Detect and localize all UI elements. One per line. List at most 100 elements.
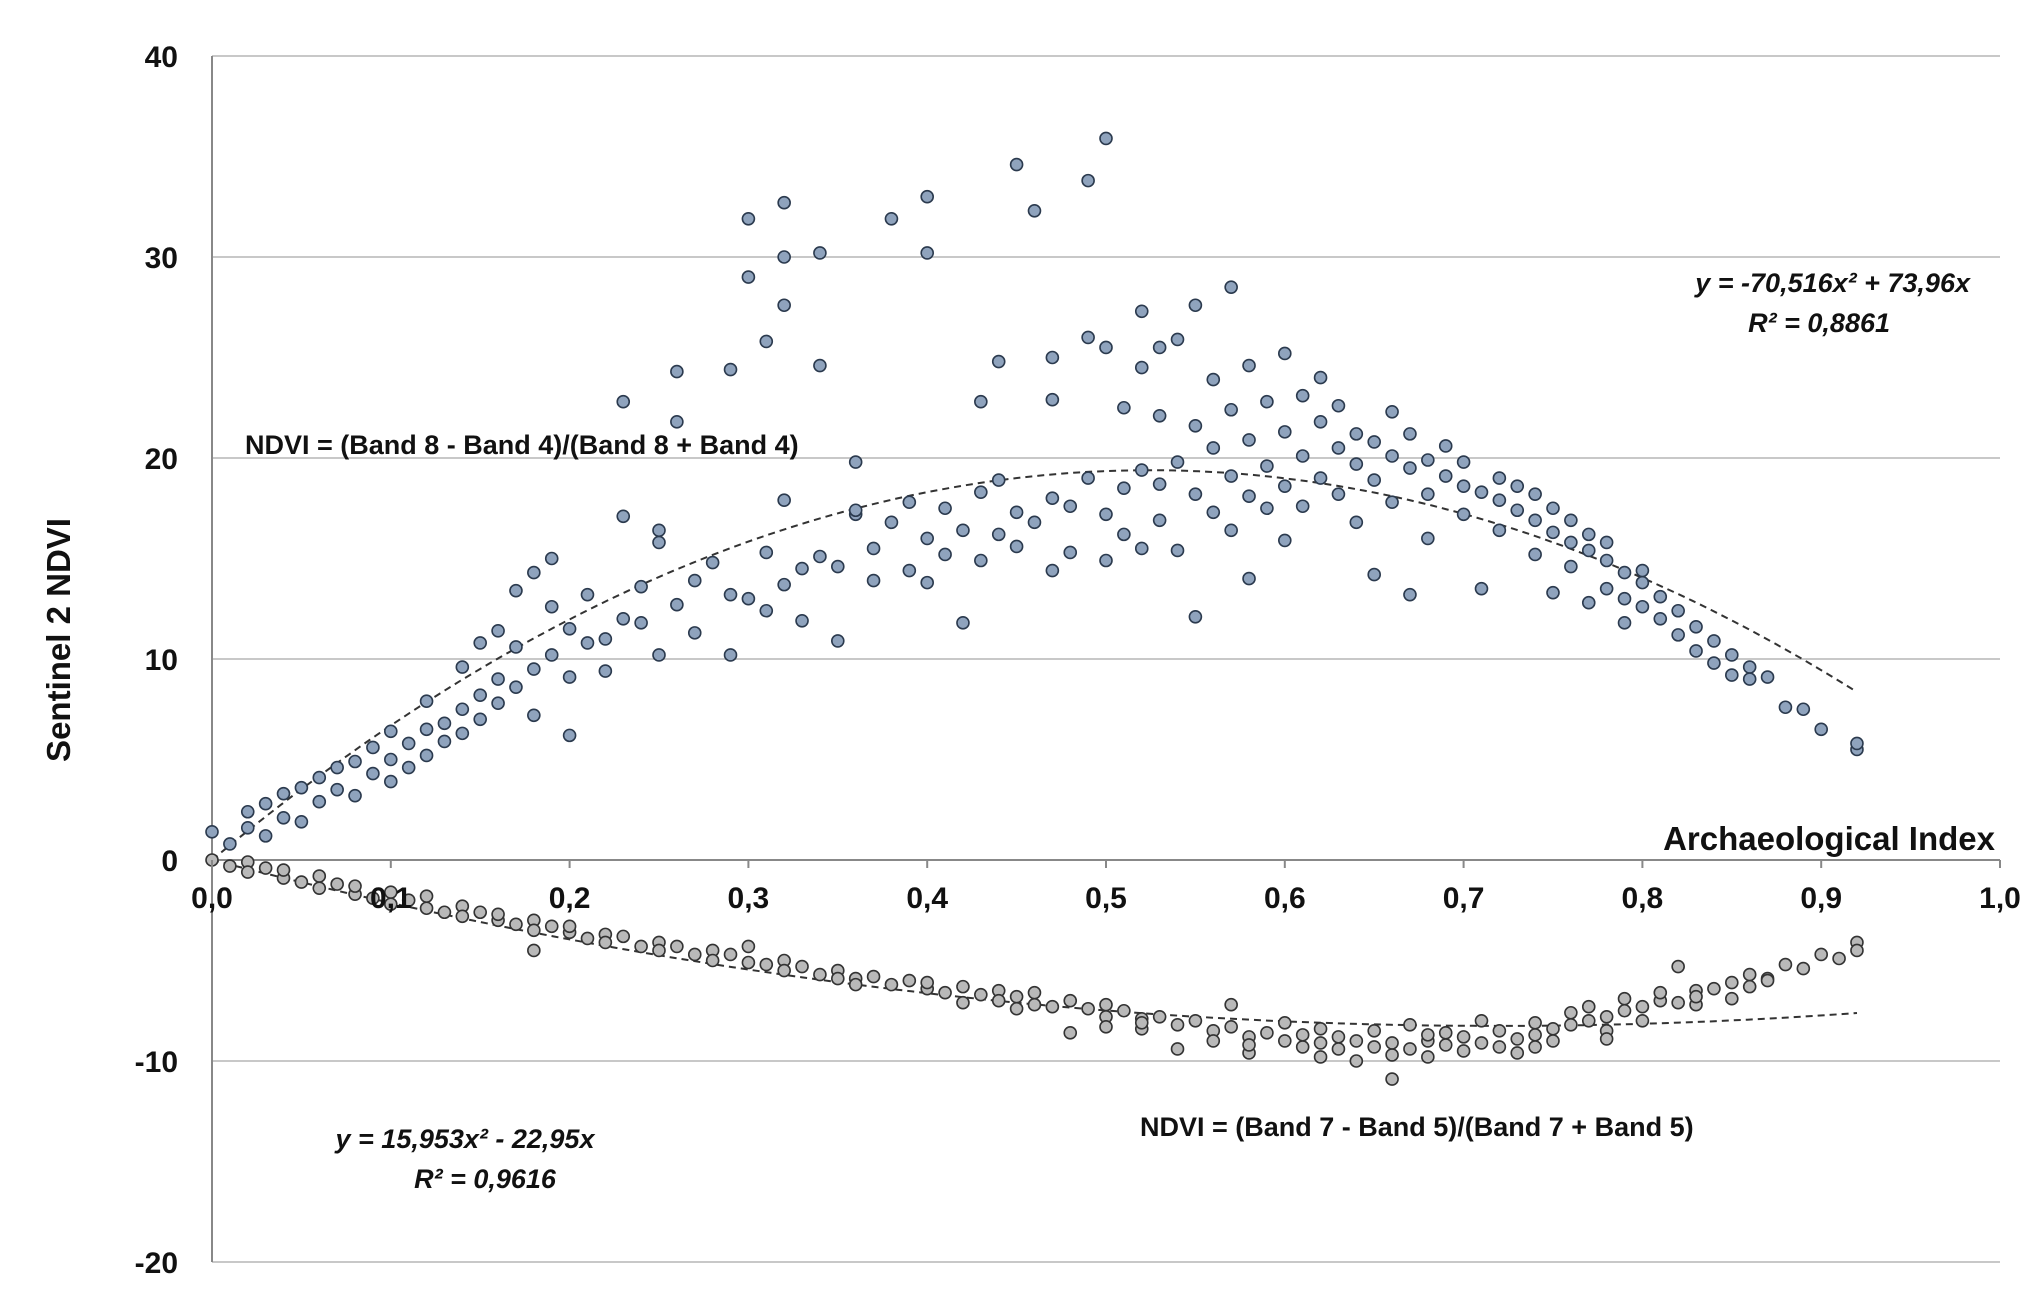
data-point — [1081, 173, 1095, 188]
data-point — [1170, 455, 1185, 469]
data-point — [902, 973, 917, 988]
data-point — [598, 935, 613, 950]
data-point — [1438, 1038, 1453, 1052]
data-point — [956, 995, 970, 1010]
data-point — [1278, 533, 1292, 548]
data-point — [312, 869, 327, 883]
data-point — [1617, 591, 1632, 606]
data-point — [1564, 1018, 1578, 1032]
data-point — [1170, 1018, 1185, 1032]
data-point — [1152, 1009, 1167, 1024]
data-point — [1421, 1028, 1435, 1042]
x-axis-title: Archaeological Index — [1663, 820, 1996, 857]
data-point — [938, 501, 952, 516]
data-point — [1778, 957, 1793, 972]
data-point — [795, 561, 809, 576]
data-point — [848, 503, 863, 518]
data-point — [759, 957, 774, 972]
data-point — [1385, 1036, 1399, 1050]
data-point — [1331, 487, 1346, 501]
data-point — [1009, 989, 1024, 1004]
series-2-trend-equation: y = 15,953x² - 22,95x — [334, 1124, 596, 1154]
data-point — [527, 943, 541, 958]
data-point — [580, 636, 595, 650]
data-point — [1760, 973, 1775, 988]
data-point — [1367, 473, 1381, 487]
data-point — [1224, 469, 1238, 483]
data-point — [1188, 419, 1203, 433]
data-point — [1742, 672, 1757, 686]
data-point — [1063, 993, 1078, 1008]
data-point — [1474, 485, 1489, 499]
data-point — [777, 577, 791, 592]
data-point — [223, 859, 237, 873]
data-point — [1331, 1042, 1346, 1056]
data-point — [1224, 1020, 1238, 1034]
data-point — [1403, 1018, 1417, 1032]
data-point — [813, 967, 827, 982]
data-point — [1224, 280, 1238, 294]
data-point — [813, 549, 827, 564]
data-point — [348, 788, 362, 803]
data-point — [1581, 1013, 1596, 1028]
data-point — [455, 702, 470, 717]
data-point — [401, 736, 416, 751]
data-point — [1707, 634, 1721, 648]
data-point — [1349, 427, 1364, 441]
data-point — [1742, 979, 1757, 994]
data-point — [1367, 567, 1381, 582]
data-point — [1778, 700, 1793, 715]
data-point — [652, 523, 666, 538]
data-point — [1421, 453, 1435, 467]
data-point — [1313, 1050, 1328, 1064]
data-point — [795, 959, 809, 974]
data-point — [1528, 513, 1542, 528]
data-point — [509, 917, 523, 932]
data-point — [1456, 455, 1471, 469]
data-point — [1027, 203, 1042, 218]
data-point — [723, 362, 738, 377]
data-point — [294, 815, 309, 829]
data-point — [1492, 493, 1507, 508]
data-point — [276, 863, 291, 877]
data-point — [1474, 1013, 1489, 1028]
data-point — [1599, 581, 1614, 596]
data-point — [1474, 581, 1489, 596]
data-point — [759, 334, 774, 349]
data-point — [1635, 1013, 1650, 1028]
data-point — [1581, 543, 1596, 558]
data-point — [1027, 515, 1042, 530]
data-point — [491, 624, 505, 638]
data-point — [1117, 481, 1131, 495]
data-point — [1725, 975, 1739, 990]
data-point — [1546, 585, 1560, 600]
data-point — [1367, 1040, 1381, 1054]
data-point — [813, 246, 827, 260]
data-point — [312, 794, 327, 809]
data-point — [1206, 441, 1221, 455]
data-point — [1295, 449, 1310, 463]
data-point — [884, 977, 899, 992]
data-point — [1581, 527, 1596, 542]
series-2-formula-label: NDVI = (Band 7 - Band 5)/(Band 7 + Band … — [1140, 1112, 1694, 1142]
data-point — [1242, 571, 1256, 586]
data-point — [1492, 1040, 1507, 1054]
data-point — [723, 587, 738, 602]
data-point — [330, 877, 344, 891]
series-2-points — [205, 853, 1864, 1086]
data-point — [1421, 487, 1435, 501]
data-point — [1421, 531, 1435, 546]
x-tick-label: 0,1 — [370, 882, 412, 915]
y-tick-label: 10 — [145, 644, 178, 677]
data-point — [562, 919, 577, 934]
data-point — [1206, 372, 1221, 387]
data-point — [1438, 1026, 1453, 1040]
series-1-r-squared: R² = 0,8861 — [1748, 308, 1890, 338]
data-point — [1403, 1042, 1417, 1056]
data-point — [1045, 491, 1060, 506]
data-point — [1099, 131, 1113, 146]
data-point — [1009, 1001, 1024, 1016]
data-point — [1474, 1036, 1489, 1050]
data-point — [1403, 427, 1417, 441]
